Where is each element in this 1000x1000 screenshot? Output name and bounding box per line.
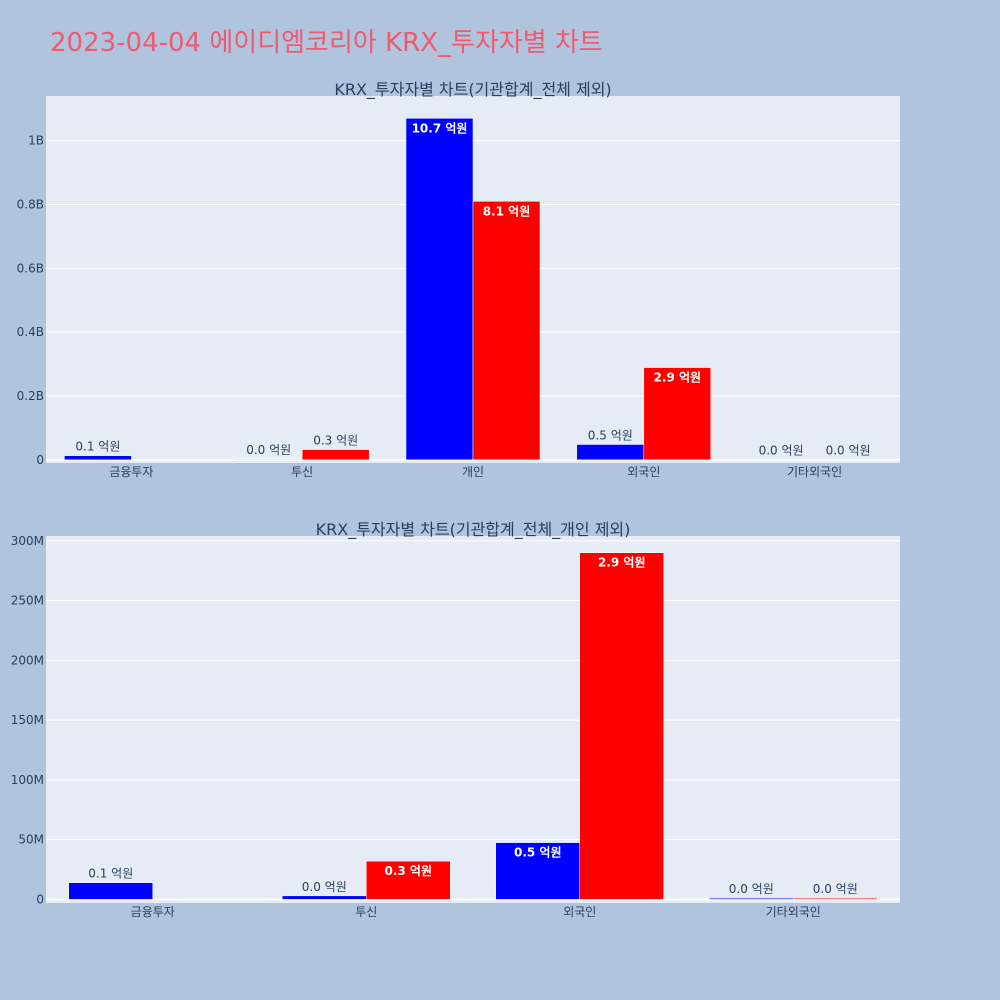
y-tick-label: 0.6B [17, 261, 44, 275]
data-label: 0.3 억원 [313, 434, 358, 448]
data-label: 0.0 억원 [813, 882, 858, 896]
bar [282, 895, 367, 900]
data-label: 0.0 억원 [826, 443, 871, 457]
data-label: 0.1 억원 [88, 867, 133, 881]
data-label: 0.0 억원 [246, 443, 291, 457]
y-tick-label: 200M [11, 653, 44, 667]
x-tick-label: 개인 [462, 465, 484, 479]
data-label: 0.1 억원 [75, 440, 120, 454]
x-tick-label: 금융투자 [131, 905, 175, 919]
x-tick-label: 기타외국인 [787, 465, 842, 479]
data-label: 0.3 억원 [384, 864, 432, 878]
bar [793, 897, 878, 900]
x-tick-label: 기타외국인 [766, 905, 821, 919]
y-tick-label: 100M [11, 773, 44, 787]
bar [643, 367, 712, 461]
chart-title: KRX_투자자별 차트(기관합계_전체 제외) [334, 80, 611, 100]
bar [709, 897, 794, 900]
y-tick-label: 0.8B [17, 198, 44, 212]
data-label: 0.0 억원 [729, 882, 774, 896]
page-title: 2023-04-04 에이디엠코리아 KRX_투자자별 차트 [50, 28, 603, 58]
bar [495, 842, 580, 900]
x-tick-label: 외국인 [563, 905, 596, 919]
plot-area [46, 536, 900, 903]
bar [472, 201, 541, 461]
y-tick-label: 300M [11, 534, 44, 548]
y-tick-label: 250M [11, 594, 44, 608]
y-tick-label: 1B [28, 134, 44, 148]
data-label: 2.9 억원 [654, 371, 702, 385]
x-tick-label: 외국인 [627, 465, 660, 479]
data-label: 0.0 억원 [302, 880, 347, 894]
data-label: 0.5 억원 [588, 428, 633, 442]
data-label: 8.1 억원 [483, 204, 531, 218]
y-tick-label: 0.4B [17, 325, 44, 339]
data-label: 2.9 억원 [598, 556, 646, 570]
y-tick-label: 0 [36, 892, 44, 906]
chart-title: KRX_투자자별 차트(기관합계_전체_개인 제외) [316, 520, 631, 540]
bar [366, 860, 451, 900]
data-label: 10.7 억원 [412, 121, 468, 135]
y-tick-label: 150M [11, 713, 44, 727]
data-label: 0.5 억원 [514, 846, 562, 860]
x-tick-label: 투신 [291, 465, 313, 479]
y-tick-label: 0 [36, 453, 44, 467]
chart-top: 0 0.2B 0.4B 0.6B 0.8B 1B KRX_투자자별 차트(기관합계_전체 제… [17, 80, 900, 479]
x-tick-label: 금융투자 [109, 465, 153, 479]
chart-bottom: 0 50M 100M 150M 200M 250M 300M KRX_투자자별 차트(기관합계… [11, 520, 900, 919]
bar [301, 449, 370, 461]
bar [64, 455, 132, 461]
bar [68, 882, 153, 900]
data-label: 0.0 억원 [759, 443, 804, 457]
y-tick-label: 50M [18, 833, 44, 847]
x-tick-label: 투신 [355, 905, 377, 919]
bar [405, 118, 474, 461]
bar [579, 552, 664, 900]
y-tick-label: 0.2B [17, 389, 44, 403]
